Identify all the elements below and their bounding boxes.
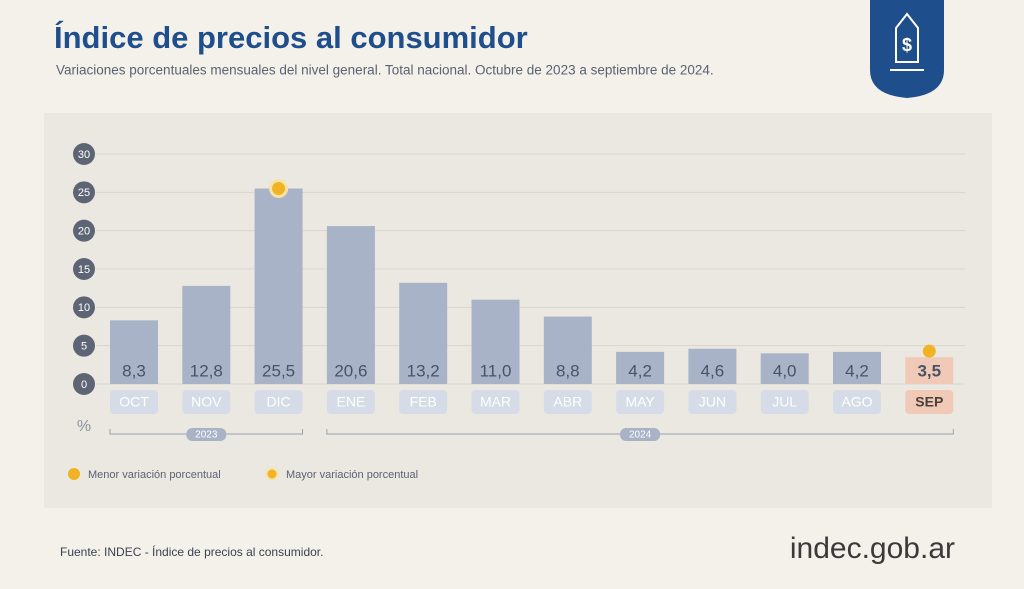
bar <box>760 353 809 384</box>
category-pill <box>254 390 303 414</box>
logo-shield <box>870 0 944 98</box>
y-tick-label: 30 <box>78 149 90 161</box>
group-label: 2024 <box>629 430 652 441</box>
category-pill <box>760 390 809 414</box>
category-pill <box>688 390 737 414</box>
bar <box>399 282 448 384</box>
bar <box>110 320 158 384</box>
x-tick-label: AGO <box>841 394 872 410</box>
y-tick-label: 0 <box>81 379 87 391</box>
legend-min-dot <box>68 468 80 480</box>
x-tick-label: ABR <box>553 394 582 410</box>
y-tick-label: 10 <box>78 302 90 314</box>
bar <box>471 299 520 384</box>
category-pill <box>326 390 375 414</box>
x-tick-label: OCT <box>119 394 149 410</box>
x-tick-label: MAR <box>480 394 511 410</box>
category-pill <box>182 390 231 414</box>
category-pill <box>471 390 520 414</box>
chart-subtitle: Variaciones porcentuales mensuales del n… <box>56 63 714 78</box>
bar <box>616 351 665 384</box>
bar <box>833 351 881 384</box>
bar <box>543 316 592 384</box>
bar <box>254 188 303 384</box>
value-label: 4,2 <box>628 361 652 380</box>
group-pill <box>620 428 661 441</box>
bar <box>182 285 231 384</box>
x-tick-label: JUN <box>699 394 726 410</box>
y-tick-badge <box>73 334 95 357</box>
y-tick-badge <box>73 296 95 319</box>
brand: indec.gob.ar <box>790 532 955 565</box>
y-tick-badge <box>73 143 95 165</box>
value-label: 3,5 <box>917 361 941 380</box>
x-tick-label: FEB <box>410 394 437 410</box>
y-tick-label: 5 <box>81 341 87 353</box>
category-pill <box>399 390 448 414</box>
bar <box>326 226 375 384</box>
y-tick-label: 25 <box>78 187 90 199</box>
value-label: 20,6 <box>334 361 367 380</box>
value-label: 4,2 <box>845 361 869 380</box>
min-marker <box>922 344 936 358</box>
y-tick-badge <box>73 373 95 395</box>
x-tick-label: DIC <box>267 394 291 410</box>
legend-max-dot <box>265 467 279 481</box>
source: Fuente: INDEC - Índice de precios al con… <box>60 544 323 559</box>
bar <box>688 348 737 384</box>
value-label: 25,5 <box>262 361 295 380</box>
value-label: 4,6 <box>701 361 725 380</box>
value-label: 8,8 <box>556 361 580 380</box>
value-label: 12,8 <box>190 361 223 380</box>
y-tick-badge <box>73 258 95 280</box>
x-tick-label: JUL <box>772 394 797 410</box>
legend-max: Mayor variación porcentual <box>286 469 418 481</box>
x-tick-label: MAY <box>625 394 655 410</box>
value-label: 4,0 <box>773 361 797 380</box>
y-tick-label: 20 <box>78 226 90 238</box>
group-pill <box>186 428 227 441</box>
category-pill <box>833 390 881 414</box>
chart-title: Índice de precios al consumidor <box>54 20 528 55</box>
x-tick-label: ENE <box>337 394 366 410</box>
y-tick-label: 15 <box>78 264 90 276</box>
x-tick-label: NOV <box>191 394 222 410</box>
value-label: 13,2 <box>407 361 440 380</box>
value-label: 8,3 <box>122 361 146 380</box>
y-tick-badge <box>73 219 95 242</box>
category-pill <box>616 390 665 414</box>
x-tick-label: SEP <box>915 394 943 410</box>
logo-tag <box>895 12 919 63</box>
category-pill <box>543 390 592 414</box>
category-pill <box>905 390 954 414</box>
category-pill <box>110 390 158 414</box>
y-tick-badge <box>73 181 95 204</box>
bar <box>905 357 954 384</box>
logo-symbol: $ <box>902 35 912 55</box>
legend-min: Menor variación porcentual <box>88 469 221 481</box>
value-label: 11,0 <box>480 361 512 380</box>
max-marker <box>269 179 289 198</box>
group-label: 2023 <box>195 430 218 441</box>
y-unit: % <box>77 418 91 435</box>
